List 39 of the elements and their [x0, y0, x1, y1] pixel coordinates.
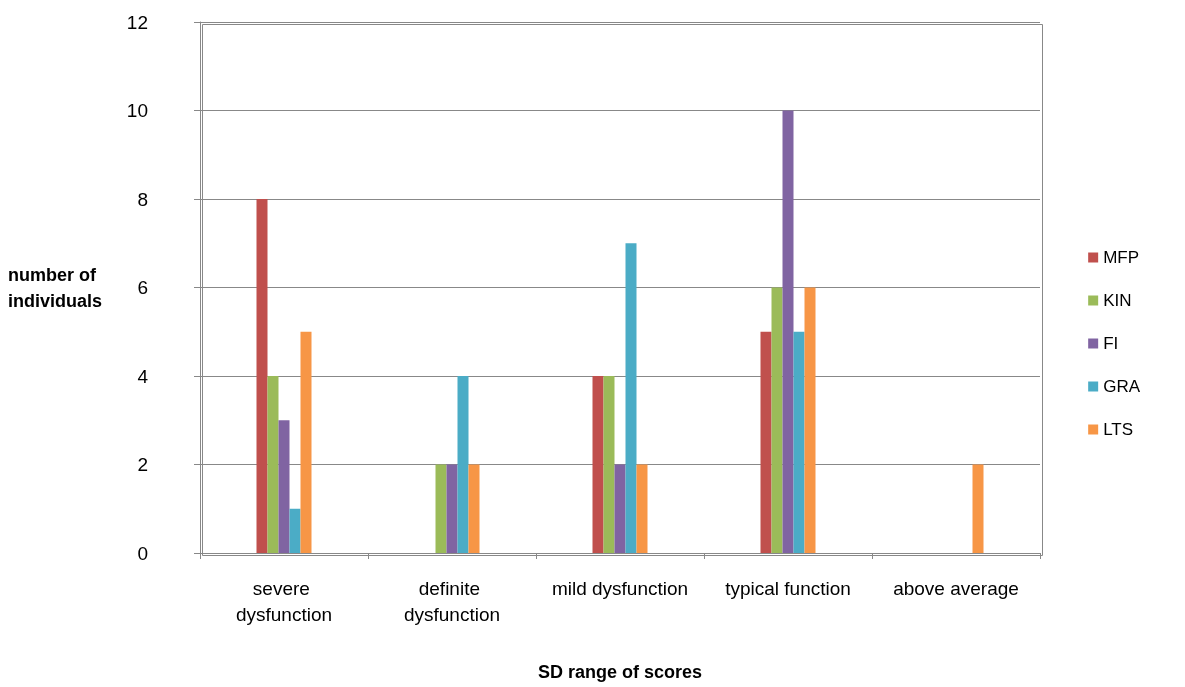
bar — [793, 331, 805, 553]
legend-label: MFP — [1103, 248, 1140, 267]
bar — [256, 199, 268, 553]
legend-label: GRA — [1103, 377, 1141, 396]
x-axis-title: SD range of scores — [537, 662, 703, 682]
y-axis-title: number of individuals — [8, 265, 103, 311]
bar — [435, 464, 447, 553]
bar — [625, 243, 637, 553]
bar — [804, 287, 816, 553]
legend-label: LTS — [1103, 420, 1134, 439]
y-tick-label: 2 — [137, 454, 148, 475]
bar — [760, 331, 772, 553]
bar — [278, 420, 290, 553]
bar — [636, 464, 648, 553]
y-tick-label: 6 — [137, 277, 148, 298]
bar — [972, 464, 984, 553]
bar — [446, 464, 458, 553]
y-tick-label: 12 — [126, 11, 148, 33]
bar — [457, 376, 469, 553]
x-tick-label: typical function — [725, 577, 851, 599]
bar — [267, 376, 279, 553]
legend-label: FI — [1103, 334, 1119, 353]
bar — [782, 110, 794, 553]
bar — [289, 508, 301, 553]
x-tick-label: mild dysfunction — [551, 577, 689, 599]
bar — [603, 376, 615, 553]
bar — [614, 464, 626, 553]
bar — [468, 464, 480, 553]
legend-label: KIN — [1103, 291, 1132, 310]
y-tick-label: 8 — [137, 188, 148, 210]
x-tick-label: severe dysfunction — [235, 577, 333, 625]
y-tick-label: 10 — [126, 100, 148, 121]
x-tick-label: above average — [893, 577, 1019, 599]
x-tick-label: definite dysfunction — [403, 577, 501, 625]
y-tick-label: 4 — [137, 365, 149, 387]
bar — [771, 287, 783, 553]
y-tick-label: 0 — [137, 542, 148, 564]
bar — [300, 331, 312, 553]
bar — [592, 376, 604, 553]
